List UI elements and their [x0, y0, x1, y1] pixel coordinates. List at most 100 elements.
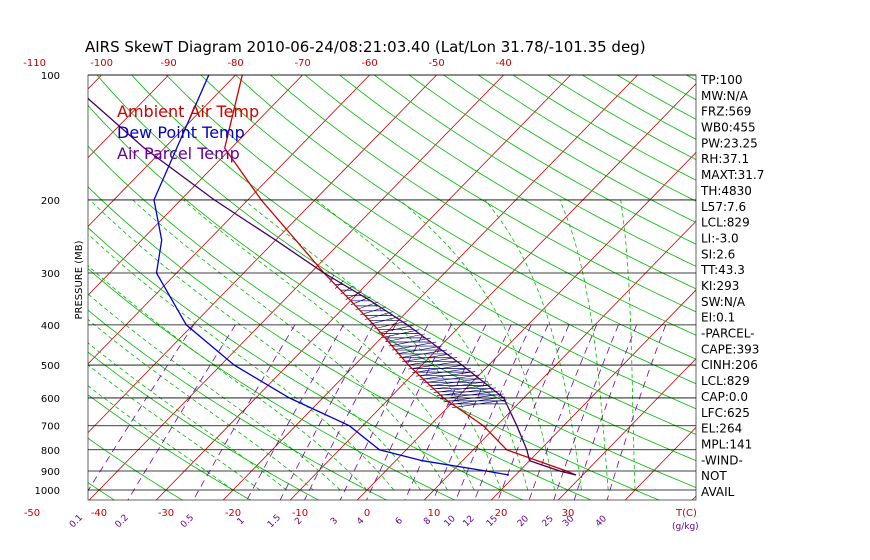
index-value: -WIND-	[701, 453, 743, 467]
mixing-ratio-tick-label: 0.2	[114, 513, 131, 530]
isotherm-line	[759, 75, 870, 501]
mixing-ratio-tick-labels: 0.1 0.2 0.5 1 1.5 2 3 4 6 8 10 12 15 20 25 30 40	[68, 513, 609, 530]
moist-adiabat-line	[243, 199, 502, 491]
pressure-tick-label: 1000	[35, 486, 60, 497]
bottom-temp-tick-label: -20	[225, 508, 241, 519]
index-value: TH:4830	[700, 184, 752, 198]
index-value: LCL:829	[701, 374, 750, 388]
cape-hatch-diagonal	[405, 357, 458, 366]
mixing-ratio-line	[404, 324, 487, 500]
index-value: AVAIL	[701, 485, 735, 499]
cape-hatch-diagonal	[412, 364, 467, 373]
cape-hatching	[329, 274, 507, 409]
mixing-ratio-tick-label: 0.5	[179, 513, 196, 530]
mixing-ratio-line	[432, 324, 512, 500]
cape-hatch-diagonal	[385, 333, 426, 343]
isotherm-line	[88, 75, 370, 365]
moist-adiabat-line	[316, 199, 529, 491]
pressure-tick-label: 100	[41, 71, 60, 82]
mixing-ratio-tick-label: 1.5	[266, 513, 283, 530]
mixing-ratio-tick-label: 12	[461, 514, 476, 529]
dry-adiabat-line	[651, 75, 696, 101]
mixing-ratio-line	[304, 324, 396, 500]
isotherm-line	[0, 75, 35, 501]
top-temperature-tick-labels: -120-110-100-90-80-70-60-50-40	[23, 58, 512, 69]
index-value: NOT	[701, 469, 727, 483]
mixing-ratio-tick-label: 8	[422, 516, 433, 527]
isobars	[88, 74, 696, 491]
pressure-tick-label: 400	[41, 321, 60, 332]
index-value: CAP:0.0	[701, 390, 748, 404]
index-value: CINH:206	[701, 358, 758, 372]
dry-adiabat-line	[235, 75, 696, 360]
dry-adiabat-line	[200, 75, 696, 385]
mixing-ratio-tick-label: 0.1	[68, 513, 85, 530]
top-temp-tick-label: -90	[160, 58, 176, 69]
bottom-temp-unit: T(C)	[675, 508, 697, 519]
pressure-tick-label: 600	[41, 394, 60, 405]
cape-hatch-diagonal	[381, 329, 420, 338]
bottom-temp-tick-label: -30	[158, 508, 174, 519]
isotherm-line	[423, 220, 696, 500]
bottom-temp-tick-label: 20	[495, 508, 508, 519]
dry-adiabat-line	[304, 75, 696, 313]
isotherm-line	[155, 75, 571, 500]
isotherm-line	[88, 75, 236, 227]
isotherm-line	[88, 75, 102, 90]
top-temp-tick-label: -60	[361, 58, 377, 69]
dry-adiabat-line	[88, 482, 115, 500]
y-axis-label: PRESSURE (MB)	[74, 240, 85, 319]
top-temp-tick-label: -110	[23, 58, 46, 69]
mixing-ratio-line	[474, 324, 549, 500]
mixing-ratio-line	[246, 324, 344, 500]
cape-hatch-diagonal	[334, 280, 344, 289]
isotherm-line	[222, 75, 638, 500]
mixing-ratio-line	[339, 324, 429, 500]
mixing-ratio-line	[279, 324, 374, 500]
index-value: FRZ:569	[701, 105, 751, 119]
mixing-ratio-line	[497, 324, 570, 500]
top-temp-tick-label: -40	[495, 58, 511, 69]
moist-adiabat-line	[132, 199, 448, 491]
mixing-ratio-line	[192, 324, 296, 500]
pressure-tick-label: 200	[41, 196, 60, 207]
cape-hatch-diagonal	[402, 353, 453, 363]
moist-adiabat-line	[484, 199, 582, 491]
moist-adiabat-line	[183, 199, 475, 491]
dry-adiabat-line	[270, 75, 696, 336]
cape-hatch-diagonal	[415, 367, 472, 377]
mixing-ratio-tick-label: 3	[329, 516, 340, 527]
legend-entry: Dew Point Temp	[117, 123, 245, 142]
index-value: SI:2.6	[701, 247, 735, 261]
index-value: LCL:829	[701, 216, 750, 230]
index-value: TT:43.3	[700, 263, 745, 277]
dry-adiabat-line	[478, 75, 696, 202]
cape-hatch-diagonal	[426, 377, 484, 387]
moist-adiabat-line	[88, 364, 261, 491]
mixing-ratio-line	[606, 324, 667, 500]
isotherm-line	[490, 289, 696, 500]
parcel-temp-line	[88, 97, 577, 476]
index-value: MPL:141	[701, 437, 752, 451]
mixing-ratio-tick-label: 6	[394, 516, 405, 527]
index-value: TP:100	[700, 73, 743, 87]
cape-hatch-diagonal	[388, 337, 431, 347]
isotherm-line	[289, 83, 696, 500]
dry-adiabat-line	[374, 75, 696, 267]
top-temp-tick-label: -100	[90, 58, 113, 69]
bottom-temp-tick-label: -50	[24, 508, 40, 519]
index-value: CAPE:393	[701, 342, 759, 356]
isotherm-line	[88, 75, 303, 296]
bottom-temp-tick-label: 10	[428, 508, 441, 519]
index-value: L57:7.6	[701, 200, 746, 214]
top-temp-tick-label: -80	[227, 58, 243, 69]
dew-point-line	[153, 75, 510, 476]
pressure-tick-label: 700	[41, 422, 60, 433]
bottom-temp-tick-label: 0	[364, 508, 370, 519]
index-value: MAXT:31.7	[701, 168, 764, 182]
index-value: -PARCEL-	[701, 327, 755, 341]
pressure-tick-label: 900	[41, 467, 60, 478]
bottom-temp-tick-label: -10	[292, 508, 308, 519]
